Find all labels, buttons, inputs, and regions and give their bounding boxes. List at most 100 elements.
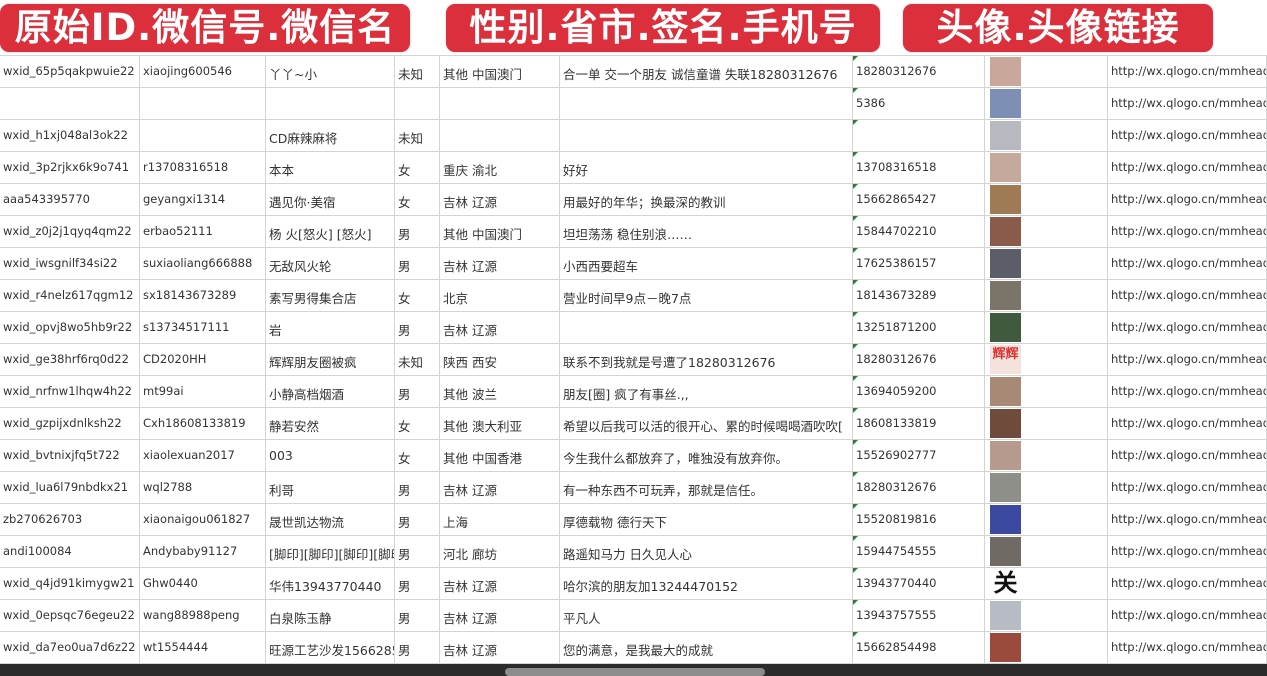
wechat-name-cell[interactable]: 利哥 [266,472,395,503]
wechat-id-cell[interactable]: CD2020HH [140,344,266,375]
avatar-link-cell[interactable]: http://wx.qlogo.cn/mmhead [1108,376,1267,407]
region-cell[interactable]: 北京 [440,280,560,311]
region-cell[interactable]: 其他 中国澳门 [440,56,560,87]
wechat-name-cell[interactable]: 本本 [266,152,395,183]
signature-cell[interactable]: 厚德载物 德行天下 [560,504,853,535]
signature-cell[interactable] [560,88,853,119]
avatar-cell[interactable]: 关 [985,568,1108,599]
avatar-link-cell[interactable]: http://wx.qlogo.cn/mmhead [1108,632,1267,663]
original-id-cell[interactable] [0,88,140,119]
gender-cell[interactable]: 女 [395,280,440,311]
region-cell[interactable]: 其他 中国香港 [440,440,560,471]
avatar-link-cell[interactable]: http://wx.qlogo.cn/mmhead [1108,504,1267,535]
phone-cell[interactable]: 13943770440 [853,568,985,599]
wechat-name-cell[interactable]: 旺源工艺沙发15662854498 [266,632,395,663]
wechat-name-cell[interactable]: 静若安然 [266,408,395,439]
gender-cell[interactable]: 男 [395,216,440,247]
region-cell[interactable]: 河北 廊坊 [440,536,560,567]
avatar-cell[interactable] [985,472,1108,503]
region-cell[interactable] [440,120,560,151]
original-id-cell[interactable]: wxid_bvtnixjfq5t722 [0,440,140,471]
region-cell[interactable]: 吉林 辽源 [440,248,560,279]
wechat-id-cell[interactable]: suxiaoliang666888 [140,248,266,279]
region-cell[interactable]: 吉林 辽源 [440,632,560,663]
wechat-id-cell[interactable]: wql2788 [140,472,266,503]
phone-cell[interactable]: 18280312676 [853,344,985,375]
original-id-cell[interactable]: wxid_nrfnw1lhqw4h22 [0,376,140,407]
signature-cell[interactable]: 平凡人 [560,600,853,631]
phone-cell[interactable]: 15526902777 [853,440,985,471]
phone-cell[interactable]: 18608133819 [853,408,985,439]
region-cell[interactable]: 吉林 辽源 [440,568,560,599]
avatar-cell[interactable] [985,152,1108,183]
phone-cell[interactable]: 13694059200 [853,376,985,407]
avatar-cell[interactable] [985,408,1108,439]
wechat-id-cell[interactable]: sx18143673289 [140,280,266,311]
avatar-cell[interactable] [985,216,1108,247]
phone-cell[interactable]: 15662854498 [853,632,985,663]
avatar-link-cell[interactable]: http://wx.qlogo.cn/mmhead [1108,248,1267,279]
wechat-id-cell[interactable]: erbao52111 [140,216,266,247]
signature-cell[interactable]: 哈尔滨的朋友加13244470152 [560,568,853,599]
wechat-name-cell[interactable]: 白泉陈玉静 [266,600,395,631]
gender-cell[interactable]: 未知 [395,344,440,375]
wechat-name-cell[interactable]: 素写男得集合店 [266,280,395,311]
gender-cell[interactable]: 男 [395,632,440,663]
signature-cell[interactable]: 合一单 交一个朋友 诚信童谱 失联18280312676 [560,56,853,87]
wechat-name-cell[interactable]: 遇见你·美宿 [266,184,395,215]
original-id-cell[interactable]: wxid_da7eo0ua7d6z22 [0,632,140,663]
avatar-cell[interactable] [985,88,1108,119]
original-id-cell[interactable]: zb270626703 [0,504,140,535]
signature-cell[interactable]: 希望以后我可以活的很开心、累的时候喝喝酒吹吹[ [560,408,853,439]
wechat-id-cell[interactable]: Cxh18608133819 [140,408,266,439]
wechat-id-cell[interactable]: xiaojing600546 [140,56,266,87]
original-id-cell[interactable]: andi100084 [0,536,140,567]
wechat-id-cell[interactable]: s13734517111 [140,312,266,343]
phone-cell[interactable]: 13251871200 [853,312,985,343]
phone-cell[interactable]: 13708316518 [853,152,985,183]
gender-cell[interactable]: 男 [395,600,440,631]
signature-cell[interactable]: 朋友[圈] 疯了有事丝.,, [560,376,853,407]
region-cell[interactable]: 吉林 辽源 [440,184,560,215]
original-id-cell[interactable]: wxid_q4jd91kimygw21 [0,568,140,599]
avatar-cell[interactable] [985,56,1108,87]
avatar-link-cell[interactable]: http://wx.qlogo.cn/mmhead [1108,440,1267,471]
signature-cell[interactable]: 有一种东西不可玩弄，那就是信任。 [560,472,853,503]
signature-cell[interactable] [560,312,853,343]
signature-cell[interactable]: 小西西要超车 [560,248,853,279]
avatar-cell[interactable] [985,600,1108,631]
region-cell[interactable]: 重庆 渝北 [440,152,560,183]
avatar-cell[interactable] [985,440,1108,471]
avatar-link-cell[interactable]: http://wx.qlogo.cn/mmhead [1108,152,1267,183]
original-id-cell[interactable]: wxid_ge38hrf6rq0d22 [0,344,140,375]
avatar-link-cell[interactable]: http://wx.qlogo.cn/mmhead [1108,280,1267,311]
gender-cell[interactable]: 男 [395,536,440,567]
region-cell[interactable]: 其他 波兰 [440,376,560,407]
gender-cell[interactable]: 男 [395,312,440,343]
avatar-cell[interactable] [985,184,1108,215]
original-id-cell[interactable]: wxid_iwsgnilf34si22 [0,248,140,279]
avatar-cell[interactable] [985,536,1108,567]
wechat-id-cell[interactable]: Andybaby91127 [140,536,266,567]
gender-cell[interactable]: 女 [395,184,440,215]
original-id-cell[interactable]: wxid_lua6l79nbdkx21 [0,472,140,503]
avatar-link-cell[interactable]: http://wx.qlogo.cn/mmhead [1108,312,1267,343]
wechat-name-cell[interactable] [266,88,395,119]
avatar-cell[interactable] [985,632,1108,663]
signature-cell[interactable]: 今生我什么都放弃了，唯独没有放弃你。 [560,440,853,471]
signature-cell[interactable]: 您的满意，是我最大的成就 [560,632,853,663]
wechat-name-cell[interactable]: CD麻辣麻将 [266,120,395,151]
signature-cell[interactable]: 营业时间早9点－晚7点 [560,280,853,311]
avatar-link-cell[interactable]: http://wx.qlogo.cn/mmhead [1108,408,1267,439]
avatar-link-cell[interactable]: http://wx.qlogo.cn/mmhead [1108,344,1267,375]
phone-cell[interactable]: 13943757555 [853,600,985,631]
wechat-id-cell[interactable]: wt1554444 [140,632,266,663]
gender-cell[interactable] [395,88,440,119]
original-id-cell[interactable]: wxid_gzpijxdnlksh22 [0,408,140,439]
phone-cell[interactable]: 17625386157 [853,248,985,279]
gender-cell[interactable]: 女 [395,440,440,471]
avatar-link-cell[interactable]: http://wx.qlogo.cn/mmhead [1108,56,1267,87]
signature-cell[interactable]: 坦坦荡荡 稳住别浪…… [560,216,853,247]
wechat-name-cell[interactable]: 华伟13943770440 [266,568,395,599]
wechat-id-cell[interactable]: Ghw0440 [140,568,266,599]
